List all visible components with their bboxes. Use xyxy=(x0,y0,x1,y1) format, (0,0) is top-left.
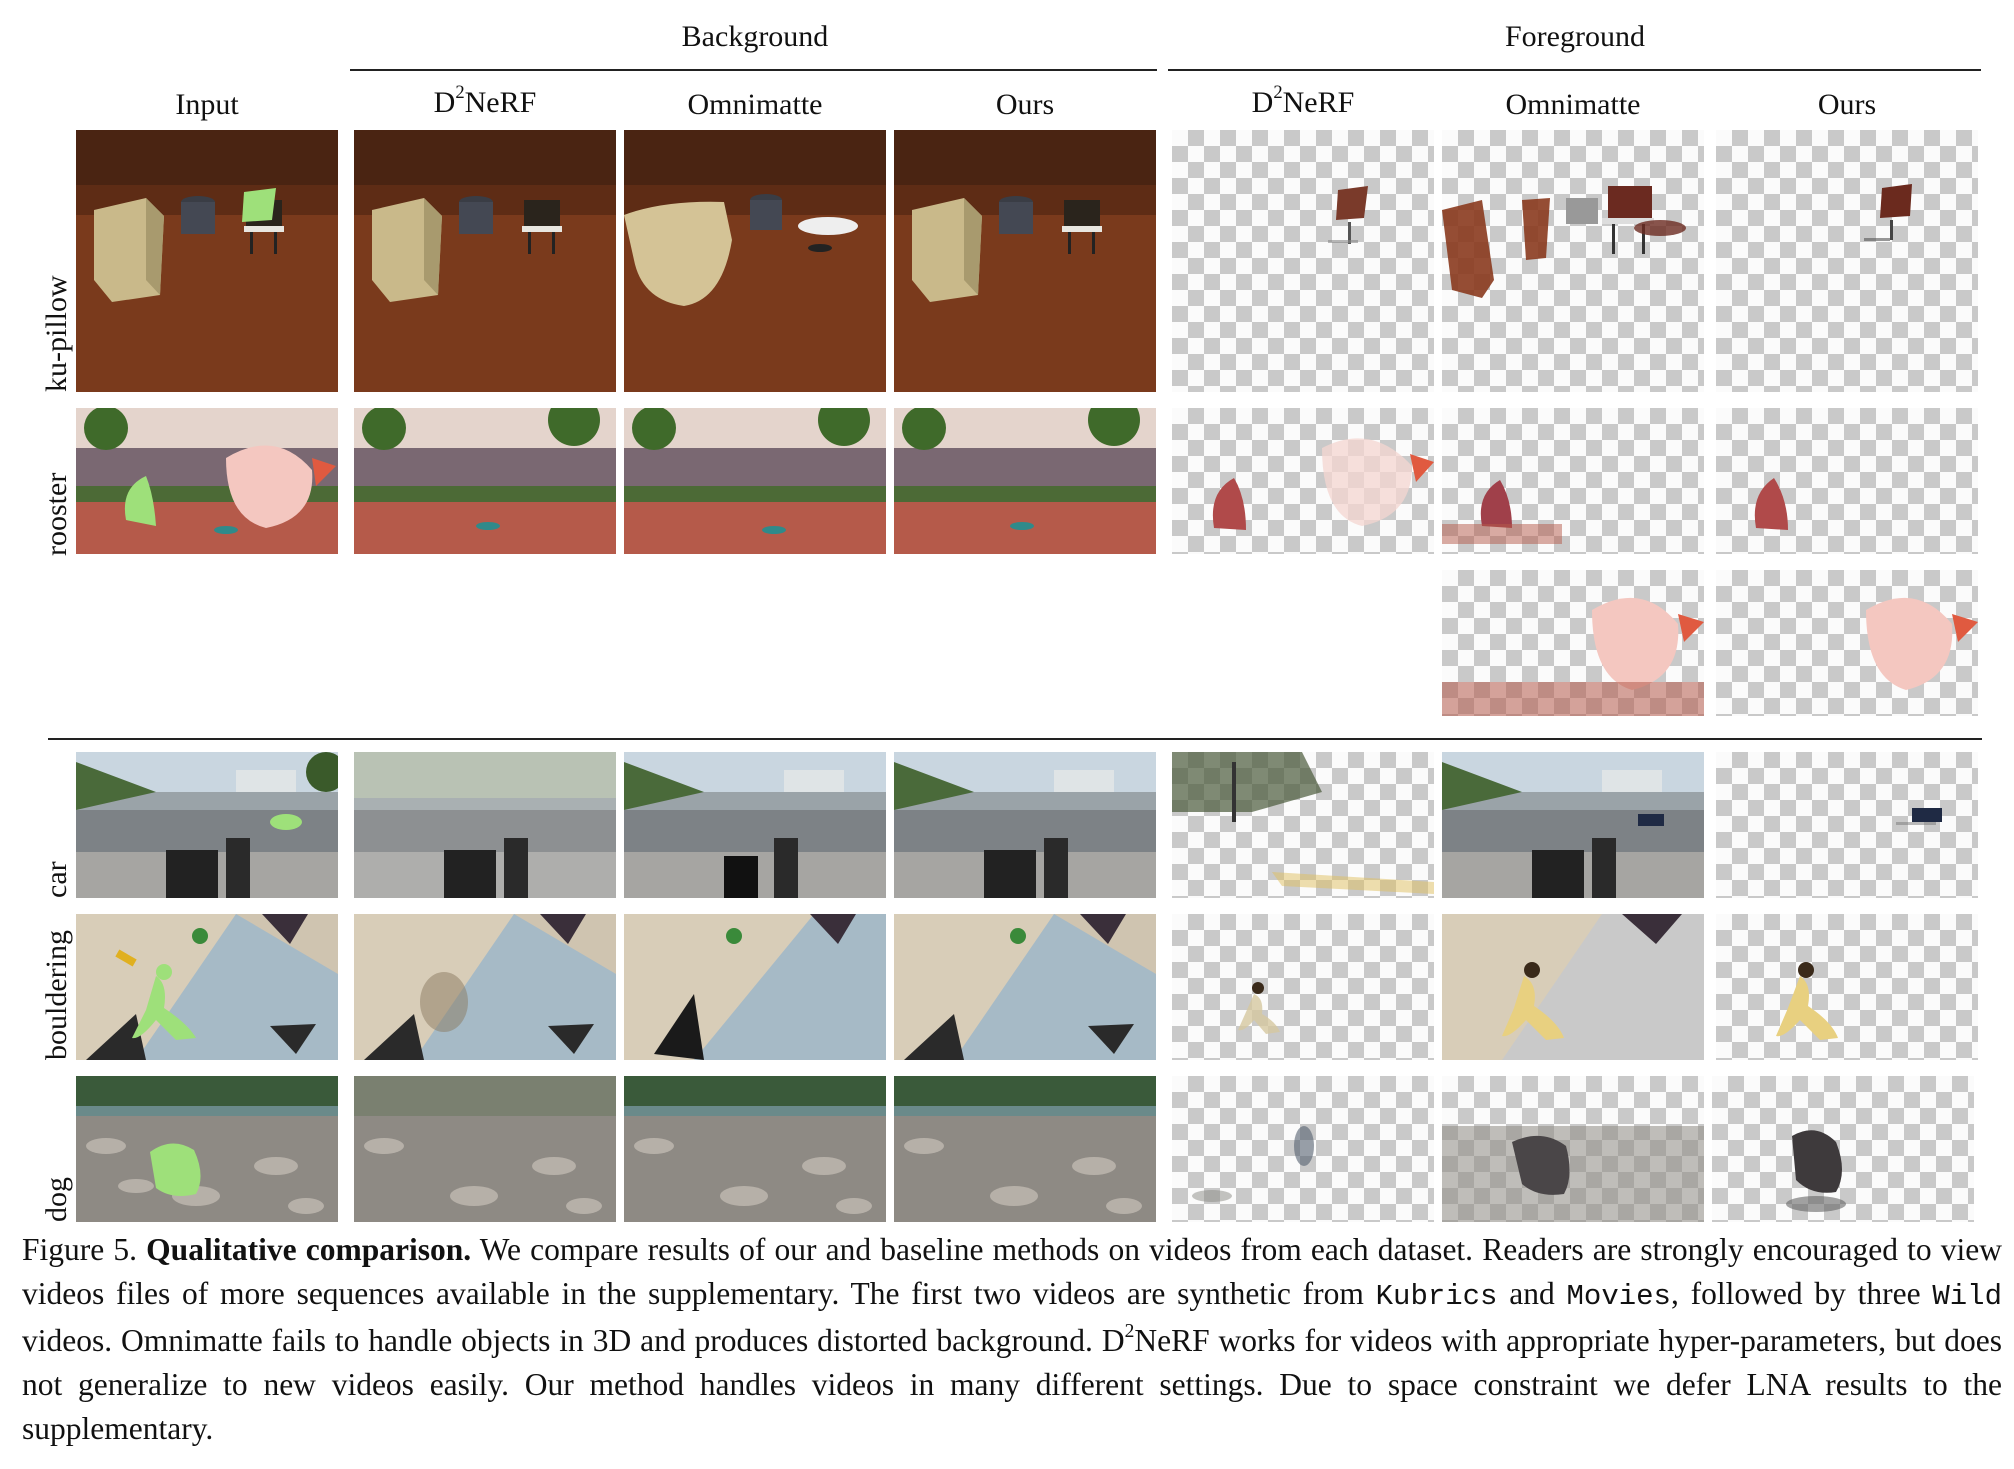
col-header-input: Input xyxy=(175,88,239,121)
row-label-dog: dog xyxy=(40,1177,73,1222)
ku-pillow-fg-omnimatte-image xyxy=(1442,130,1704,392)
col-header-fg-ours: Ours xyxy=(1817,88,1877,121)
dog-bg-ours-image xyxy=(894,1076,1156,1222)
rooster-fg-ours-image xyxy=(1716,408,1978,554)
col-header-fg-d2nerf: D2NeRF xyxy=(1251,82,1355,119)
car-fg-d2nerf-image xyxy=(1172,752,1434,898)
car-fg-omnimatte-image xyxy=(1442,752,1704,898)
dog-fg-d2nerf-image xyxy=(1172,1076,1434,1222)
bouldering-bg-omnimatte-image xyxy=(624,914,886,1060)
background-group-rule xyxy=(350,69,1157,71)
rooster-fg-ours-extra-image xyxy=(1716,570,1978,716)
caption-title: Qualitative comparison. xyxy=(146,1232,472,1267)
bouldering-bg-ours-image xyxy=(894,914,1156,1060)
row-label-ku-pillow: ku-pillow xyxy=(40,275,73,392)
section-divider-rule xyxy=(48,738,1982,740)
dog-fg-ours-image xyxy=(1712,1076,1974,1222)
bouldering-bg-d2nerf-image xyxy=(354,914,616,1060)
col-header-fg-omnimatte: Omnimatte xyxy=(1505,88,1641,121)
rooster-bg-omnimatte-image xyxy=(624,408,886,554)
ku-pillow-bg-d2nerf-image xyxy=(354,130,616,392)
ku-pillow-bg-omnimatte-image xyxy=(624,130,886,392)
bouldering-input-image xyxy=(76,914,338,1060)
rooster-fg-omnimatte-image xyxy=(1442,408,1704,554)
ku-pillow-fg-d2nerf-image xyxy=(1172,130,1434,392)
car-bg-ours-image xyxy=(894,752,1156,898)
col-header-bg-d2nerf: D2NeRF xyxy=(433,82,537,119)
col-header-bg-omnimatte: Omnimatte xyxy=(687,88,823,121)
dog-fg-omnimatte-image xyxy=(1442,1076,1704,1222)
row-label-bouldering: bouldering xyxy=(40,930,73,1060)
rooster-bg-d2nerf-image xyxy=(354,408,616,554)
car-bg-omnimatte-image xyxy=(624,752,886,898)
ku-pillow-bg-ours-image xyxy=(894,130,1156,392)
rooster-bg-ours-image xyxy=(894,408,1156,554)
bouldering-fg-d2nerf-image xyxy=(1172,914,1434,1060)
figure-caption: Figure 5. Qualitative comparison. We com… xyxy=(22,1232,2002,1446)
ku-pillow-fg-ours-image xyxy=(1716,130,1978,392)
caption-label: Figure 5. xyxy=(22,1232,138,1267)
foreground-group-rule xyxy=(1168,69,1981,71)
row-label-rooster: rooster xyxy=(40,472,73,556)
rooster-fg-omnimatte-extra-image xyxy=(1442,570,1704,716)
rooster-fg-d2nerf-image xyxy=(1172,408,1434,554)
car-bg-d2nerf-image xyxy=(354,752,616,898)
dog-bg-omnimatte-image xyxy=(624,1076,886,1222)
dog-bg-d2nerf-image xyxy=(354,1076,616,1222)
car-fg-ours-image xyxy=(1716,752,1978,898)
group-header-background: Background xyxy=(681,20,829,53)
col-header-bg-ours: Ours xyxy=(995,88,1055,121)
bouldering-fg-omnimatte-image xyxy=(1442,914,1704,1060)
rooster-input-image xyxy=(76,408,338,554)
dog-input-image xyxy=(76,1076,338,1222)
ku-pillow-input-image xyxy=(76,130,338,392)
row-label-car: car xyxy=(40,861,73,898)
bouldering-fg-ours-image xyxy=(1716,914,1978,1060)
group-header-foreground: Foreground xyxy=(1505,20,1645,53)
car-input-image xyxy=(76,752,338,898)
